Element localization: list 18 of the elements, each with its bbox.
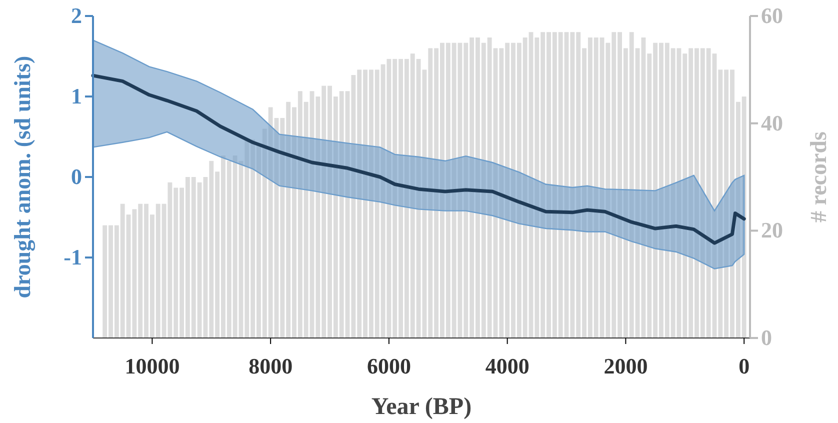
line-series [91,74,746,245]
x-tick-label: 8000 [248,353,293,378]
y2-tick-label: 20 [761,218,783,243]
y-tick-label: 1 [71,84,82,109]
x-tick-label: 0 [738,353,750,378]
y2-tick-label: 60 [761,3,783,28]
x-axis-title: Year (BP) [371,394,472,420]
y2-axis-title: # records [806,132,831,222]
y-axis-title: drought anom. (sd units) [10,56,36,298]
y2-tick-label: 40 [761,110,783,136]
y-tick-label: 0 [71,164,82,190]
x-tick-label: 10000 [124,353,180,378]
y-tick-label: -1 [64,244,82,270]
x-tick-label: 4000 [485,353,530,378]
y-tick-label: 2 [71,3,82,28]
x-tick-label: 6000 [366,353,411,378]
x-tick-label: 2000 [604,353,648,378]
y2-tick-label: 0 [761,325,772,350]
